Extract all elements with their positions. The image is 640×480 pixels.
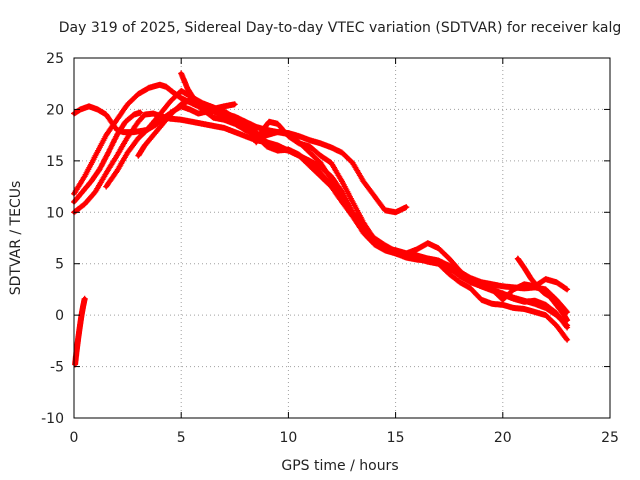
- x-tick-label: 0: [70, 430, 79, 446]
- series-track-10: [72, 295, 88, 368]
- grid-lines: [74, 58, 610, 418]
- series-track-4: [71, 109, 144, 205]
- y-tick-label: 15: [46, 154, 64, 170]
- y-tick-label: 0: [55, 308, 64, 324]
- y-axis-label: SDTVAR / TECUs: [8, 181, 24, 296]
- series-track-8: [253, 118, 571, 303]
- chart-title: Day 319 of 2025, Sidereal Day-to-day VTE…: [59, 20, 621, 36]
- plot-frame: [73, 57, 611, 419]
- series-point-markers: [514, 255, 571, 324]
- y-tick-label: -10: [41, 411, 64, 427]
- y-tick-label: 5: [55, 257, 64, 273]
- series-point-markers: [253, 118, 571, 303]
- y-tick-label: -5: [50, 360, 64, 376]
- x-axis-label: GPS time / hours: [281, 458, 398, 474]
- x-tick-label: 5: [177, 430, 186, 446]
- series-track-9: [514, 255, 571, 324]
- y-tick-label: 20: [46, 102, 64, 118]
- x-tick-label: 15: [387, 430, 405, 446]
- x-tick-label: 25: [601, 430, 619, 446]
- series-point-markers: [72, 295, 88, 368]
- y-tick-label: 10: [46, 205, 64, 221]
- x-tick-label: 10: [279, 430, 297, 446]
- y-tick-label: 25: [46, 51, 64, 67]
- axis-ticks: 0 5 10 15 20 25 -10 -5 0 5 10 15 20 25: [41, 51, 619, 446]
- x-tick-label: 20: [494, 430, 512, 446]
